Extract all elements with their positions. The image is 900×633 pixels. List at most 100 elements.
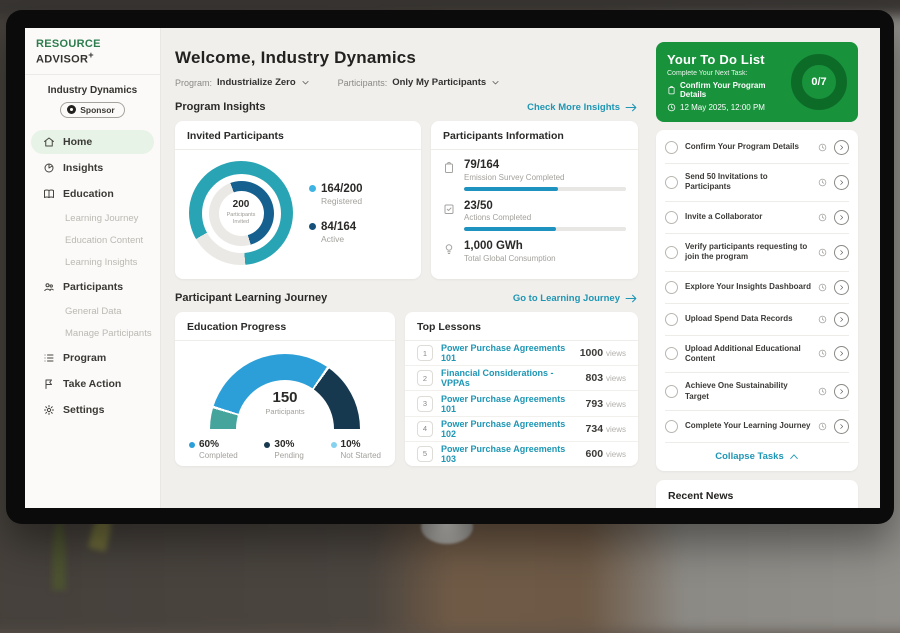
participants-select[interactable]: Participants: Only My Participants — [338, 77, 501, 88]
chevron-up-icon — [789, 454, 798, 460]
lesson-row[interactable]: 4 Power Purchase Agreements 102 734 view… — [405, 417, 638, 442]
progressbar-fill — [464, 227, 557, 232]
sidebar-item-education-content[interactable]: Education Content — [65, 234, 144, 246]
lesson-link[interactable]: Power Purchase Agreements 102 — [441, 418, 566, 439]
todo-next-task: Confirm Your Program Details — [667, 81, 791, 99]
task-go-button[interactable] — [834, 174, 849, 190]
task-label: Invite a Collaborator — [685, 212, 763, 222]
check-more-insights-label: Check More Insights — [527, 101, 620, 113]
arrow-right-icon — [625, 294, 637, 302]
task-checkbox[interactable] — [665, 210, 678, 224]
legend-item-active: 84/164 Active — [309, 221, 363, 244]
sidebar-item-insights[interactable]: Insights — [31, 156, 154, 180]
task-row[interactable]: Confirm Your Program Details — [665, 132, 849, 164]
education-progress-card: Education Progress 150 Participants 60% — [175, 312, 395, 466]
people-icon — [44, 282, 54, 291]
task-label: Verify participants requesting to join t… — [685, 241, 808, 262]
todo-panel: Your To Do List Complete Your Next Task:… — [650, 28, 880, 508]
task-checkbox[interactable] — [665, 347, 678, 361]
sidebar-item-program[interactable]: Program — [31, 346, 154, 370]
task-label: Send 50 Invitations to Participants — [685, 172, 768, 192]
lesson-link[interactable]: Financial Considerations - VPPAs — [441, 368, 554, 389]
sponsor-badge[interactable]: Sponsor — [60, 101, 125, 118]
clock-icon — [667, 103, 676, 112]
task-row[interactable]: Explore Your Insights Dashboard — [665, 272, 849, 304]
chevron-right-icon — [840, 214, 843, 220]
lesson-views: 793 — [585, 397, 604, 410]
sidebar-item-learning-insights[interactable]: Learning Insights — [65, 256, 138, 268]
lesson-rank: 2 — [417, 370, 433, 387]
invited-center-value: 200 — [232, 199, 250, 211]
chevron-right-icon — [840, 316, 843, 322]
task-checkbox[interactable] — [665, 141, 678, 154]
progressbar-fill — [464, 186, 558, 191]
stat-label: Emission Survey Completed — [464, 172, 565, 182]
task-row[interactable]: Verify participants requesting to join t… — [665, 234, 849, 272]
pending-label: Pending — [274, 451, 304, 460]
insights-icon — [44, 163, 54, 173]
actions-completed-progressbar — [464, 227, 626, 232]
lesson-link[interactable]: Power Purchase Agreements 101 — [441, 343, 566, 364]
task-row[interactable]: Send 50 Invitations to Participants — [665, 164, 849, 202]
go-to-learning-journey-label: Go to Learning Journey — [512, 292, 620, 304]
invited-donut-outer: 200 Participants Invited — [189, 161, 293, 265]
lesson-views: 803 — [585, 372, 604, 385]
active-label: Active — [321, 233, 345, 244]
sidebar-item-general-data[interactable]: General Data — [65, 305, 122, 317]
task-checkbox[interactable] — [665, 420, 678, 434]
go-to-learning-journey-link[interactable]: Go to Learning Journey — [513, 293, 638, 304]
task-go-button[interactable] — [834, 209, 849, 225]
check-more-insights-link[interactable]: Check More Insights — [527, 102, 638, 113]
program-select-label: Program: — [175, 77, 213, 88]
lesson-row[interactable]: 5 Power Purchase Agreements 103 600 view… — [405, 442, 638, 466]
lesson-row[interactable]: 2 Financial Considerations - VPPAs 803 v… — [405, 366, 638, 392]
views-label: views — [605, 424, 626, 434]
list-icon — [44, 354, 54, 362]
task-checkbox[interactable] — [665, 385, 678, 399]
clock-icon — [818, 143, 827, 152]
task-go-button[interactable] — [834, 140, 849, 155]
sidebar-item-label: Program — [63, 351, 107, 364]
task-checkbox[interactable] — [665, 245, 678, 259]
task-row[interactable]: Upload Spend Data Records — [665, 304, 849, 336]
todo-due-date: 12 May 2025, 12:00 PM — [667, 103, 791, 112]
invited-center-label: Participants Invited — [226, 212, 256, 225]
task-checkbox[interactable] — [665, 280, 678, 294]
task-checkbox[interactable] — [665, 175, 678, 189]
sidebar-item-education[interactable]: Education — [31, 182, 154, 206]
task-go-button[interactable] — [834, 311, 849, 327]
invited-donut-inner: 200 Participants Invited — [208, 180, 274, 246]
task-checkbox[interactable] — [665, 312, 678, 326]
sidebar-item-take-action[interactable]: Take Action — [31, 372, 154, 396]
task-row[interactable]: Complete Your Learning Journey — [665, 411, 849, 444]
sidebar-item-participants[interactable]: Participants — [31, 275, 154, 299]
task-go-button[interactable] — [834, 346, 849, 362]
lesson-row[interactable]: 1 Power Purchase Agreements 101 1000 vie… — [405, 341, 638, 367]
sidebar-item-manage-participants[interactable]: Manage Participants — [65, 327, 152, 339]
lesson-link[interactable]: Power Purchase Agreements 103 — [441, 443, 566, 464]
stat-emission-survey: 79/164 Emission Survey Completed — [431, 150, 638, 182]
sponsor-badge-label: Sponsor — [80, 104, 115, 115]
sidebar-item-learning-journey[interactable]: Learning Journey — [65, 212, 139, 224]
program-select-value: Industrialize Zero — [217, 77, 296, 88]
todo-next-task-label: Confirm Your Program Details — [680, 81, 766, 99]
monitor-bezel: RESOURCE ADVISOR+ Industry Dynamics Spon… — [6, 10, 894, 524]
task-go-button[interactable] — [834, 279, 849, 295]
lesson-row[interactable]: 3 Power Purchase Agreements 101 793 view… — [405, 391, 638, 417]
sidebar-item-home[interactable]: Home — [31, 129, 154, 154]
sidebar-item-label: Participants — [63, 280, 124, 293]
education-legend: 60% Completed 30% Pending — [175, 430, 395, 460]
sidebar-item-settings[interactable]: Settings — [31, 398, 154, 422]
task-row[interactable]: Invite a Collaborator — [665, 202, 849, 234]
registered-value: 164/200 — [321, 182, 363, 195]
task-go-button[interactable] — [834, 384, 849, 400]
task-go-button[interactable] — [834, 244, 849, 260]
lesson-link[interactable]: Power Purchase Agreements 101 — [441, 393, 566, 414]
clipboard-icon — [668, 85, 675, 94]
task-row[interactable]: Upload Additional Educational Content — [665, 336, 849, 374]
program-select[interactable]: Program: Industrialize Zero — [175, 77, 310, 88]
task-row[interactable]: Achieve One Sustainability Target — [665, 373, 849, 412]
task-go-button[interactable] — [834, 419, 849, 435]
lesson-views: 1000 — [579, 347, 604, 360]
collapse-tasks-button[interactable]: Collapse Tasks — [665, 443, 849, 471]
